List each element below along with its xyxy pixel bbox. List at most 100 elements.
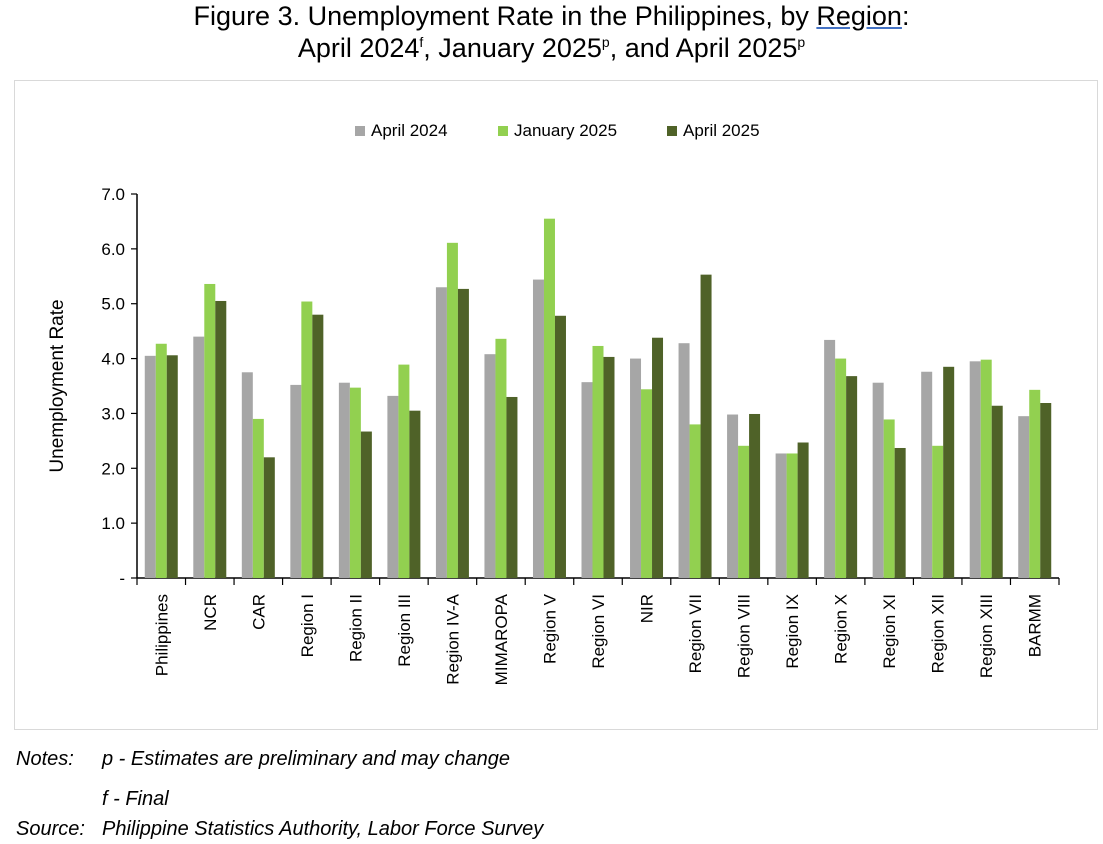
- title-period-b: , January 2025: [423, 33, 602, 63]
- bar-0-2: [241, 372, 253, 578]
- x-category-label-8: Region V: [540, 593, 559, 664]
- title-period-a-sup: f: [419, 34, 424, 50]
- bar-1-0: [155, 343, 167, 578]
- bar-1-11: [689, 424, 701, 578]
- bar-2-0: [166, 355, 178, 578]
- bar-0-0: [144, 355, 156, 578]
- bar-1-8: [543, 218, 555, 578]
- x-category-label-11: Region VII: [686, 594, 705, 673]
- title-period-a: April 2024: [297, 33, 420, 63]
- bar-1-15: [883, 419, 895, 578]
- bar-2-2: [263, 457, 275, 578]
- bar-2-9: [603, 356, 615, 578]
- x-category-label-10: NIR: [638, 594, 657, 623]
- bar-2-12: [749, 413, 761, 578]
- bar-1-4: [349, 387, 361, 578]
- bar-2-10: [652, 337, 664, 578]
- y-axis-title: Unemployment Rate: [47, 299, 68, 472]
- bar-0-16: [921, 371, 933, 578]
- bar-2-16: [943, 366, 955, 578]
- x-category-label-1: NCR: [201, 594, 220, 631]
- bar-1-9: [592, 345, 604, 578]
- bar-1-14: [835, 358, 847, 578]
- bar-0-9: [581, 382, 593, 578]
- bar-1-2: [252, 418, 264, 578]
- bar-0-14: [824, 339, 836, 578]
- bar-0-17: [969, 361, 981, 578]
- legend-swatch-2: [667, 126, 677, 136]
- source-text: Philippine Statistics Authority, Labor F…: [102, 818, 544, 840]
- bar-1-5: [398, 364, 410, 578]
- bar-0-13: [775, 453, 787, 578]
- chart-title-line2: April 2024f, January 2025p, and April 20…: [0, 32, 1103, 65]
- notes-label: Notes:: [16, 748, 74, 770]
- note-preliminary: p - Estimates are preliminary and may ch…: [102, 748, 510, 770]
- note-final: f - Final: [102, 788, 169, 810]
- bar-2-6: [457, 288, 469, 578]
- bar-0-18: [1018, 416, 1030, 578]
- x-category-label-6: Region IV-A: [443, 593, 462, 684]
- bar-0-5: [387, 395, 399, 578]
- y-tick-label-3: 3.0: [101, 404, 125, 423]
- bar-2-18: [1040, 403, 1052, 578]
- y-tick-label-0: -: [119, 569, 125, 588]
- y-tick-label-4: 4.0: [101, 350, 125, 369]
- chart-container: April 2024 January 2025 April 2025 - 1.0 2.0 3…: [14, 80, 1098, 730]
- y-tick-label-7: 7.0: [101, 185, 125, 204]
- bar-1-10: [641, 389, 653, 578]
- bar-0-10: [630, 358, 642, 578]
- bar-1-13: [786, 453, 798, 578]
- bar-chart: April 2024 January 2025 April 2025 - 1.0 2.0 3…: [47, 121, 1060, 685]
- legend-swatch-0: [355, 126, 365, 136]
- bar-1-18: [1029, 389, 1041, 578]
- title-region-word: Region: [816, 1, 902, 31]
- bar-0-8: [532, 279, 544, 578]
- bar-0-4: [338, 382, 350, 578]
- x-category-label-0: Philippines: [152, 594, 171, 676]
- bar-0-7: [484, 354, 496, 578]
- source-label: Source:: [16, 818, 85, 840]
- x-category-label-14: Region X: [832, 594, 851, 664]
- x-category-label-2: CAR: [249, 594, 268, 630]
- legend-label-0: April 2024: [371, 121, 448, 140]
- source-line: Source: Philippine Statistics Authority, …: [16, 818, 543, 841]
- x-category-label-7: MIMAROPA: [492, 593, 511, 685]
- bar-2-13: [797, 442, 809, 578]
- bar-1-6: [446, 242, 458, 578]
- bar-1-17: [980, 359, 992, 578]
- x-category-label-4: Region II: [346, 594, 365, 662]
- x-category-label-12: Region VIII: [735, 594, 754, 678]
- x-category-label-18: BARMM: [1026, 594, 1045, 657]
- bar-2-1: [215, 300, 227, 578]
- x-category-label-15: Region XI: [880, 594, 899, 669]
- y-tick-label-1: 1.0: [101, 514, 125, 533]
- bar-0-3: [290, 384, 302, 578]
- notes-line-f: f - Final: [16, 788, 169, 811]
- bar-0-6: [435, 287, 447, 578]
- bar-1-12: [738, 445, 750, 578]
- bar-2-7: [506, 396, 518, 578]
- legend-label-2: April 2025: [683, 121, 760, 140]
- x-category-label-13: Region IX: [783, 594, 802, 669]
- bar-1-3: [301, 301, 313, 578]
- bar-2-8: [554, 315, 566, 578]
- legend-label-1: January 2025: [514, 121, 617, 140]
- x-category-label-9: Region VI: [589, 594, 608, 669]
- bar-0-1: [193, 336, 205, 578]
- y-tick-label-6: 6.0: [101, 240, 125, 259]
- bar-2-5: [409, 410, 421, 578]
- bar-0-12: [727, 414, 739, 578]
- bar-1-16: [932, 445, 944, 578]
- bar-1-1: [204, 283, 216, 578]
- x-category-label-5: Region III: [395, 594, 414, 667]
- title-prefix: Figure 3. Unemployment Rate in the Phili…: [193, 1, 817, 31]
- bar-2-14: [846, 376, 858, 578]
- title-period-c-sup: p: [797, 34, 806, 50]
- chart-title-line1: Figure 3. Unemployment Rate in the Phili…: [0, 0, 1103, 33]
- notes-line-p: Notes: p - Estimates are preliminary and …: [16, 748, 510, 771]
- bar-2-15: [894, 447, 906, 578]
- x-category-label-3: Region I: [298, 594, 317, 657]
- bar-2-17: [991, 405, 1003, 578]
- bar-2-3: [312, 314, 324, 578]
- bar-0-11: [678, 343, 690, 578]
